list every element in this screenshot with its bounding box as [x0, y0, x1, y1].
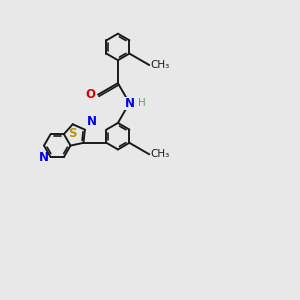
Text: H: H [138, 98, 146, 108]
Text: CH₃: CH₃ [151, 149, 170, 159]
Text: N: N [124, 97, 134, 110]
Text: N: N [39, 151, 49, 164]
Text: O: O [86, 88, 96, 101]
Text: S: S [68, 127, 77, 140]
Text: CH₃: CH₃ [151, 60, 170, 70]
Text: N: N [87, 115, 97, 128]
